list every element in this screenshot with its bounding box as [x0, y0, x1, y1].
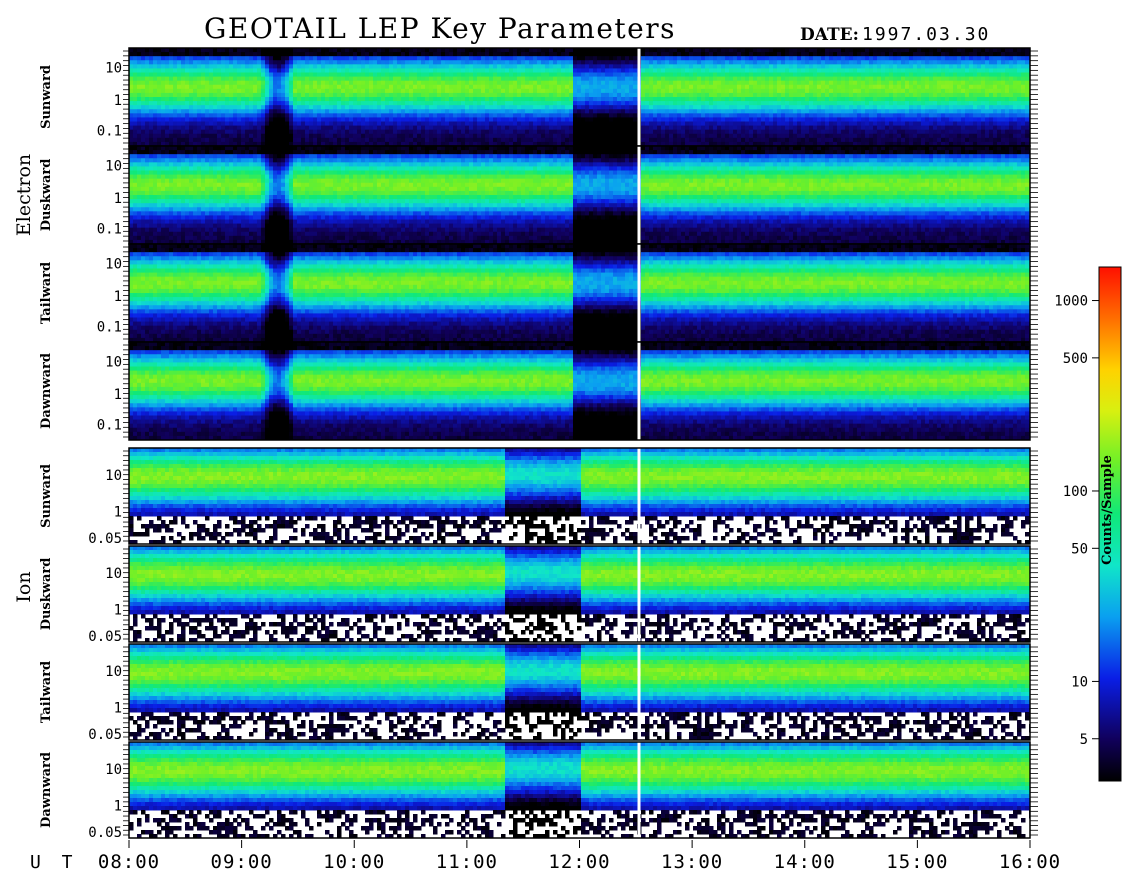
time-tick-label: 13:00 — [661, 851, 723, 873]
panel-direction-label: Dawnward — [39, 353, 54, 429]
y-tick-label: 0.1 — [97, 221, 122, 237]
y-tick-label: 10 — [105, 61, 122, 77]
y-tick-label: 0.05 — [88, 825, 122, 841]
y-tick-label: 10 — [105, 566, 122, 582]
panel-direction-label: Duskward — [39, 558, 54, 631]
spectrogram-image — [129, 48, 1030, 146]
panel-direction-label: Sunward — [39, 464, 54, 528]
y-tick-label: 1 — [114, 191, 122, 207]
colorbar — [1098, 266, 1122, 782]
y-tick-label: 1 — [114, 798, 122, 814]
colorbar-ticks: 1000 500 100 50 10 5 — [1054, 294, 1099, 748]
spectrogram-image — [129, 644, 1030, 740]
colorbar-tick-label: 50 — [1071, 541, 1088, 557]
y-tick-label: 0.05 — [88, 727, 122, 743]
time-tick-label: 14:00 — [774, 851, 836, 873]
time-tick-label: 11:00 — [436, 851, 498, 873]
y-tick-label: 10 — [105, 159, 122, 175]
panel-frame — [123, 341, 1038, 441]
y-tick-label: 0.05 — [88, 629, 122, 645]
colorbar-label: Counts/Sample — [1100, 455, 1115, 565]
colorbar-tick-label: 500 — [1063, 351, 1088, 367]
panel-direction-label: Tailward — [39, 661, 54, 723]
time-tick-label: 12:00 — [548, 851, 610, 873]
panel-direction-label: Duskward — [39, 159, 54, 232]
time-tick-label: 10:00 — [323, 851, 385, 873]
panel-frame — [123, 643, 1038, 741]
y-tick-label: 1 — [114, 387, 122, 403]
spectrogram-image — [129, 244, 1030, 342]
y-tick-label: 0.1 — [97, 123, 122, 139]
colorbar-tick-label: 100 — [1063, 484, 1088, 500]
spectrogram-image — [129, 742, 1030, 838]
spectrogram-panels: Sunward 10 1 0.1 Duskward 10 1 0.1 Tailward 10 1 0.… — [39, 47, 1038, 841]
time-tick-label: 08:00 — [98, 851, 160, 873]
y-tick-label: 10 — [105, 355, 122, 371]
spectrogram-image — [129, 146, 1030, 244]
panel-direction-label: Dawnward — [39, 752, 54, 828]
y-tick-label: 1 — [114, 93, 122, 109]
colorbar-tick-label: 1000 — [1054, 294, 1088, 310]
y-tick-label: 1 — [114, 504, 122, 520]
spectrogram-image — [129, 546, 1030, 642]
panel-frame — [123, 741, 1038, 839]
spectrogram-image — [129, 448, 1030, 544]
time-axis-ticks: 08:00 09:00 10:00 11:00 12:00 13:00 14:00 15:00… — [98, 840, 1061, 873]
y-tick-label: 10 — [105, 762, 122, 778]
time-axis-label: U T — [30, 852, 78, 873]
spectrogram-image — [129, 342, 1030, 440]
chart-title: GEOTAIL LEP Key Parameters — [204, 12, 676, 45]
panel-direction-label: Tailward — [39, 262, 54, 324]
y-tick-label: 1 — [114, 289, 122, 305]
y-tick-label: 1 — [114, 602, 122, 618]
time-tick-label: 16:00 — [999, 851, 1061, 873]
colorbar-tick-label: 10 — [1071, 674, 1088, 690]
time-tick-label: 15:00 — [886, 851, 948, 873]
y-tick-label: 10 — [105, 257, 122, 273]
y-tick-label: 0.05 — [88, 531, 122, 547]
y-tick-label: 1 — [114, 700, 122, 716]
y-tick-label: 10 — [105, 468, 122, 484]
y-tick-label: 10 — [105, 664, 122, 680]
group-label-electron: Electron — [13, 154, 35, 236]
date-label: DATE: — [800, 25, 859, 45]
colorbar-tick-label: 5 — [1080, 732, 1088, 748]
group-label-ion: Ion — [13, 571, 35, 602]
y-tick-label: 0.1 — [97, 417, 122, 433]
panel-frame — [123, 447, 1038, 545]
panel-direction-label: Sunward — [39, 65, 54, 129]
y-tick-label: 0.1 — [97, 319, 122, 335]
time-tick-label: 09:00 — [211, 851, 273, 873]
panel-frame — [123, 545, 1038, 643]
date-value: 1997.03.30 — [862, 24, 990, 45]
